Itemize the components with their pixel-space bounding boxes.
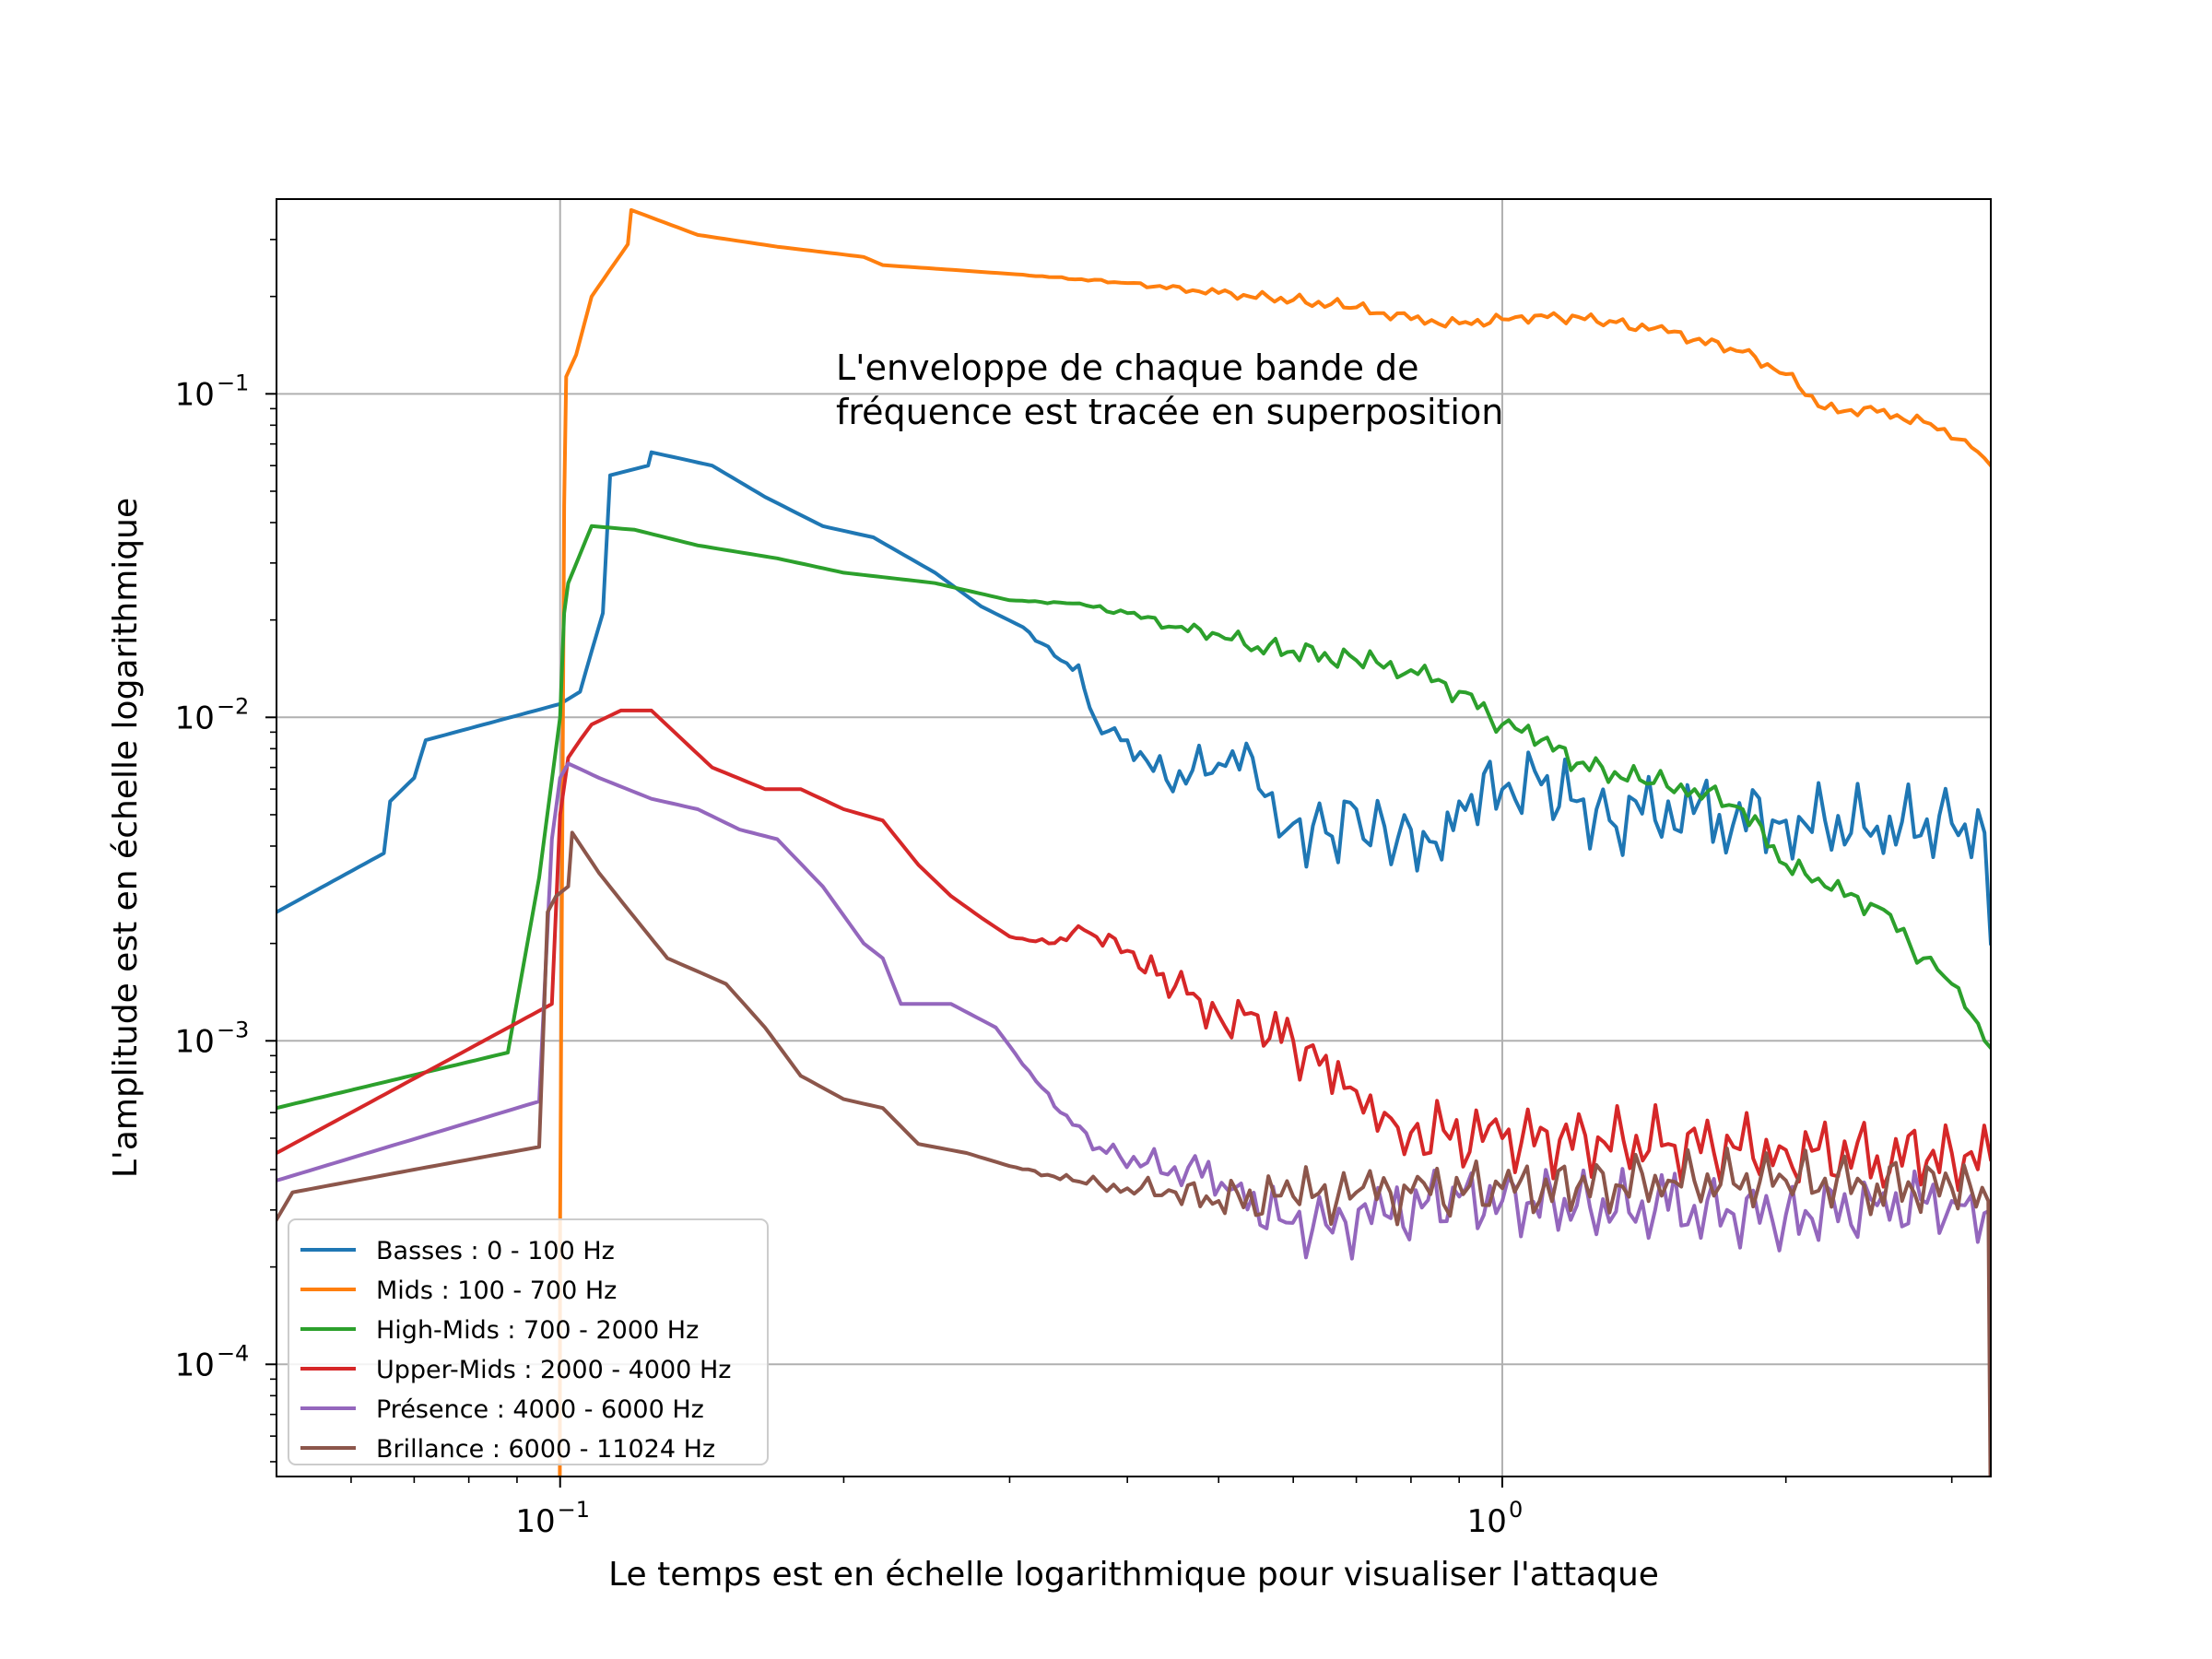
legend-label: High-Mids : 700 - 2000 Hz [376, 1316, 699, 1345]
legend-box [288, 1218, 769, 1465]
plot-frame [276, 198, 1992, 1477]
series-line [276, 524, 1991, 1111]
y-tick-label-exponent: −3 [217, 1017, 249, 1042]
y-tick-label-exponent: −2 [217, 693, 249, 719]
legend-label: Brillance : 6000 - 11024 Hz [376, 1435, 715, 1464]
y-tick-label-exponent: −4 [217, 1340, 249, 1366]
x-tick-label-exponent: 0 [1509, 1497, 1523, 1523]
axis-ticks [265, 239, 1953, 1488]
x-tick-label-exponent: −1 [558, 1497, 590, 1523]
series-line [276, 830, 1991, 1477]
legend: Basses : 0 - 100 Hz Mids : 100 - 700 Hz Hi… [288, 1218, 769, 1465]
legend-label: Basses : 0 - 100 Hz [376, 1237, 615, 1265]
series-line [276, 761, 1991, 1261]
x-axis-label: Le temps est en échelle logarithmique po… [608, 1556, 1659, 1594]
series-line [276, 450, 1991, 946]
series-line [558, 207, 1991, 1477]
annotation-line-1: L'enveloppe de chaque bande de [836, 347, 1419, 388]
y-tick-label-exponent: −1 [217, 370, 249, 395]
series-lines [276, 207, 1991, 1477]
legend-label: Présence : 4000 - 6000 Hz [376, 1395, 704, 1424]
legend-label: Mids : 100 - 700 Hz [376, 1277, 617, 1305]
annotation-line-2: fréquence est tracée en superposition [836, 392, 1503, 432]
series-line [276, 708, 1991, 1193]
y-axis-label: L'amplitude est en échelle logarithmique [107, 498, 145, 1178]
legend-label: Upper-Mids : 2000 - 4000 Hz [376, 1356, 731, 1384]
